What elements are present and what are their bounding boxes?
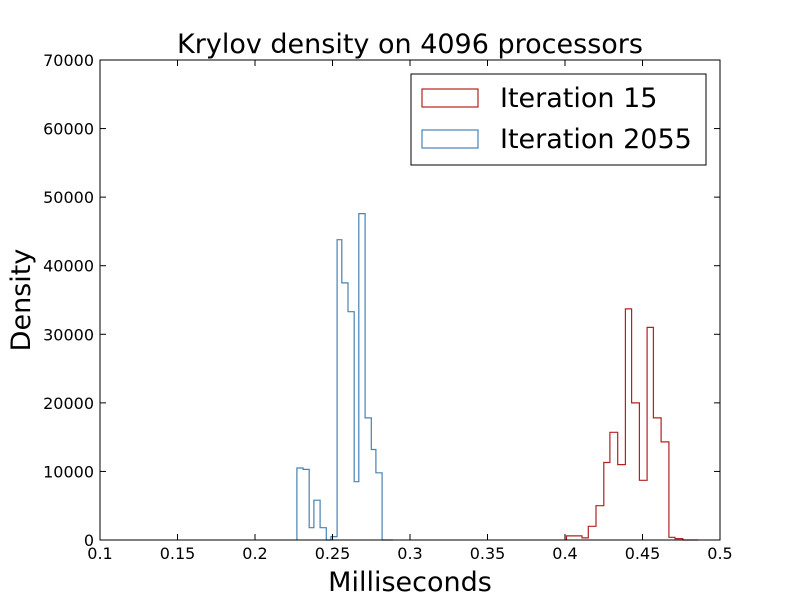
y-tick-label: 0 [84,531,94,550]
series-layer [296,213,699,541]
y-axis-label: Density [6,249,37,352]
x-tick-label: 0.15 [160,544,196,563]
x-tick-label: 0.45 [625,544,661,563]
legend: Iteration 15 Iteration 2055 [410,73,707,166]
x-axis-label: Milliseconds [328,567,492,598]
legend-swatch [421,88,479,108]
x-tick-label: 0.35 [470,544,506,563]
x-tick-label: 0.4 [552,544,577,563]
plot-frame [99,59,721,541]
y-tick-label: 30000 [43,325,94,344]
legend-label: Iteration 15 [500,83,657,114]
series-1-outline [565,308,699,541]
chart-title: Krylov density on 4096 processors [177,29,643,60]
y-tick-label: 20000 [43,394,94,413]
x-tick-label: 0.2 [242,544,267,563]
x-tick-label: 0.25 [315,544,351,563]
x-tick-label: 0.3 [397,544,422,563]
y-tick-label: 70000 [43,51,94,70]
y-tick-label: 50000 [43,188,94,207]
y-tick-label: 10000 [43,462,94,481]
ticks-layer: 0.1 0.15 0.2 0.25 0.3 0.35 0.4 0.45 0.5 0 10000 200… [43,51,733,563]
series-2-outline [296,213,393,541]
legend-swatch [421,129,479,149]
x-tick-label: 0.5 [707,544,732,563]
legend-label: Iteration 2055 [500,124,692,155]
y-tick-label: 40000 [43,257,94,276]
x-tick-label: 0.1 [87,544,112,563]
y-tick-label: 60000 [43,120,94,139]
